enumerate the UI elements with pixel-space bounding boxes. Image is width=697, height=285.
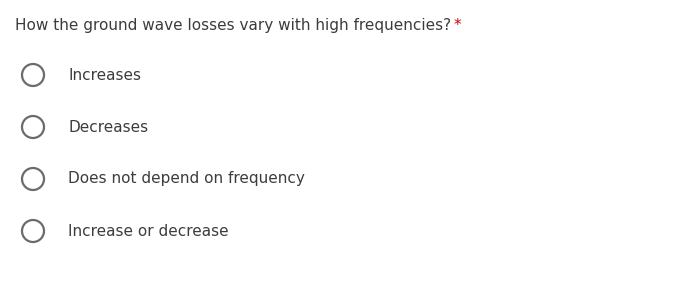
Text: Increase or decrease: Increase or decrease	[68, 223, 229, 239]
Text: Increases: Increases	[68, 68, 141, 82]
Text: *: *	[453, 18, 461, 33]
Text: How the ground wave losses vary with high frequencies?: How the ground wave losses vary with hig…	[15, 18, 451, 33]
Text: Decreases: Decreases	[68, 119, 148, 135]
Text: Does not depend on frequency: Does not depend on frequency	[68, 172, 305, 186]
